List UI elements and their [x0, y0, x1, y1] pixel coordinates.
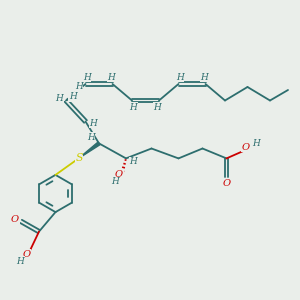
Text: H: H — [87, 133, 94, 142]
Text: H: H — [154, 103, 161, 112]
Text: O: O — [11, 215, 19, 224]
Text: O: O — [241, 142, 250, 152]
Text: H: H — [75, 82, 83, 91]
Text: S: S — [76, 153, 83, 163]
Text: H: H — [111, 177, 119, 186]
Text: H: H — [69, 92, 76, 101]
Text: H: H — [130, 103, 137, 112]
Text: O: O — [115, 170, 123, 179]
Text: H: H — [176, 73, 184, 82]
Text: H: H — [16, 256, 24, 266]
Text: H: H — [252, 139, 260, 148]
Text: H: H — [200, 73, 208, 82]
Polygon shape — [79, 142, 100, 158]
Text: O: O — [22, 250, 31, 259]
Text: H: H — [130, 158, 137, 166]
Text: H: H — [56, 94, 63, 103]
Text: H: H — [83, 73, 91, 82]
Text: H: H — [89, 118, 97, 127]
Text: H: H — [107, 73, 115, 82]
Text: O: O — [222, 179, 231, 188]
